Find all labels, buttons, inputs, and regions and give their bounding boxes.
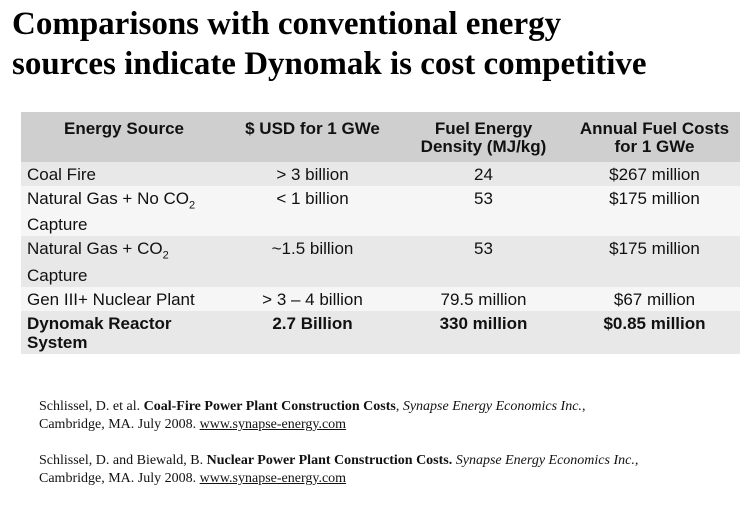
cell-source: Natural Gas + No CO2 Capture [21, 186, 227, 237]
cell-usd: > 3 – 4 billion [227, 286, 398, 311]
cell-density: 79.5 million [398, 286, 569, 311]
table-row: Natural Gas + CO2 Capture ~1.5 billion 53… [21, 236, 740, 287]
cell-annual: $67 million [569, 286, 740, 311]
table-row: Gen III+ Nuclear Plant > 3 – 4 billion 7… [21, 286, 740, 311]
cell-annual: $0.85 million [569, 310, 740, 354]
cell-density: 330 million [398, 310, 569, 354]
cell-annual: $267 million [569, 162, 740, 186]
title-line-2: sources indicate Dynomak is cost competi… [12, 46, 647, 82]
table-row: Coal Fire > 3 billion 24 $267 million [21, 162, 740, 186]
cell-usd: < 1 billion [227, 186, 398, 237]
header-usd: $ USD for 1 GWe [227, 112, 398, 162]
cell-annual: $175 million [569, 236, 740, 287]
header-fuel-density: Fuel Energy Density (MJ/kg) [398, 112, 569, 162]
reference-2: Schlissel, D. and Biewald, B. Nuclear Po… [39, 453, 639, 486]
cell-annual: $175 million [569, 186, 740, 237]
cell-usd: ~1.5 billion [227, 236, 398, 287]
slide-title: Comparisons with conventional energy sou… [12, 4, 737, 84]
header-annual-fuel-costs: Annual Fuel Costs for 1 GWe [569, 112, 740, 162]
references: Schlissel, D. et al. Coal-Fire Power Pla… [39, 398, 739, 506]
reference-link[interactable]: www.synapse-energy.com [199, 417, 347, 432]
cell-source: Gen III+ Nuclear Plant [21, 286, 227, 311]
header-energy-source: Energy Source [21, 112, 227, 162]
cell-density: 53 [398, 236, 569, 287]
cell-usd: > 3 billion [227, 162, 398, 186]
cell-density: 24 [398, 162, 569, 186]
energy-comparison-table: Energy Source $ USD for 1 GWe Fuel Energ… [21, 112, 740, 354]
cell-source: Dynomak Reactor System [21, 310, 227, 354]
reference-1: Schlissel, D. et al. Coal-Fire Power Pla… [39, 399, 586, 432]
cell-usd: 2.7 Billion [227, 310, 398, 354]
title-line-1: Comparisons with conventional energy [12, 6, 562, 42]
table-row: Natural Gas + No CO2 Capture < 1 billion … [21, 186, 740, 237]
cell-source: Natural Gas + CO2 Capture [21, 236, 227, 287]
table-header-row: Energy Source $ USD for 1 GWe Fuel Energ… [21, 112, 740, 162]
cell-density: 53 [398, 186, 569, 237]
cell-source: Coal Fire [21, 162, 227, 186]
reference-link[interactable]: www.synapse-energy.com [199, 471, 347, 486]
table-row-dynomak: Dynomak Reactor System 2.7 Billion 330 mi… [21, 310, 740, 354]
